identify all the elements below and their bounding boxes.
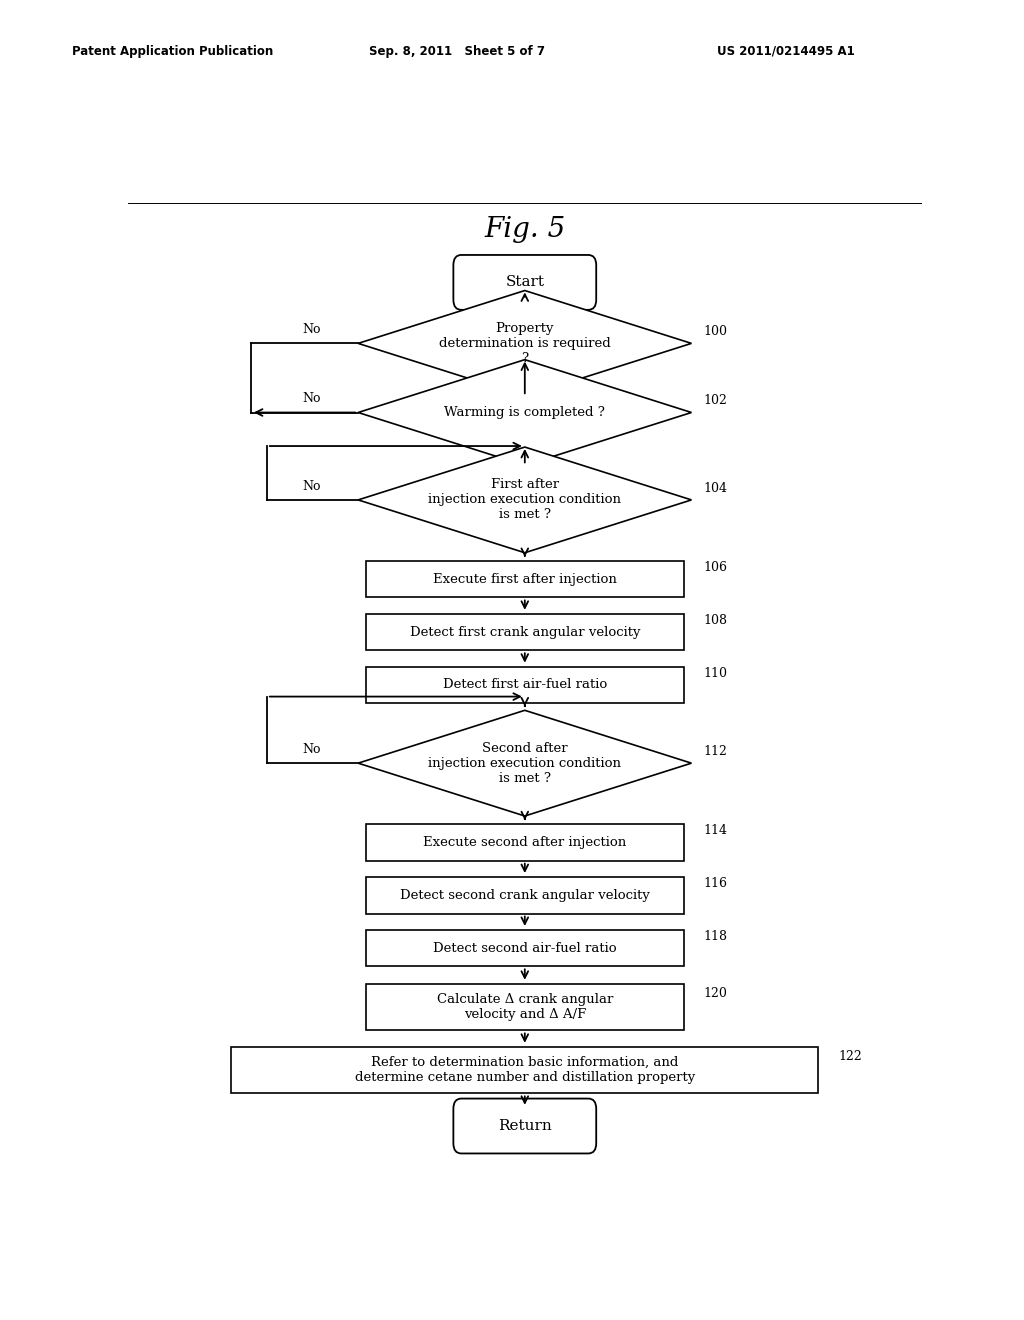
Text: Detect second crank angular velocity: Detect second crank angular velocity [399,888,650,902]
Text: 106: 106 [703,561,727,574]
Text: 120: 120 [703,987,727,1001]
Text: Sep. 8, 2011   Sheet 5 of 7: Sep. 8, 2011 Sheet 5 of 7 [369,45,545,58]
Text: Property
determination is required
?: Property determination is required ? [439,322,610,364]
Text: 102: 102 [703,395,727,408]
Bar [367,983,684,1031]
Text: Detect first air-fuel ratio: Detect first air-fuel ratio [442,678,607,692]
Text: 122: 122 [839,1049,862,1063]
Text: US 2011/0214495 A1: US 2011/0214495 A1 [717,45,855,58]
Text: Patent Application Publication: Patent Application Publication [72,45,273,58]
Polygon shape [358,290,691,396]
Text: Second after
injection execution condition
is met ?: Second after injection execution conditi… [428,742,622,784]
Text: 116: 116 [703,878,727,890]
Bar [367,876,684,913]
Text: Start: Start [505,276,545,289]
Text: Calculate Δ crank angular
velocity and Δ A/F: Calculate Δ crank angular velocity and Δ… [436,993,613,1022]
Text: 112: 112 [703,744,727,758]
Text: 114: 114 [703,824,727,837]
Text: 104: 104 [703,482,727,495]
Text: Yes: Yes [531,404,552,417]
Polygon shape [358,447,691,553]
Text: Yes: Yes [531,824,552,837]
Text: No: No [303,479,322,492]
Text: Execute second after injection: Execute second after injection [423,836,627,849]
Polygon shape [358,710,691,816]
Text: Refer to determination basic information, and
determine cetane number and distil: Refer to determination basic information… [354,1056,695,1084]
Bar [367,824,684,861]
Text: No: No [303,323,322,337]
Text: First after
injection execution condition
is met ?: First after injection execution conditio… [428,478,622,521]
Bar [367,929,684,966]
FancyBboxPatch shape [454,1098,596,1154]
Bar [231,1047,818,1093]
Text: Detect second air-fuel ratio: Detect second air-fuel ratio [433,941,616,954]
Text: Warming is completed ?: Warming is completed ? [444,407,605,418]
Text: No: No [303,392,322,405]
FancyBboxPatch shape [454,255,596,310]
Bar [367,614,684,651]
Text: 100: 100 [703,325,727,338]
Text: Return: Return [498,1119,552,1133]
Text: Execute first after injection: Execute first after injection [433,573,616,586]
Text: Fig. 5: Fig. 5 [484,216,565,243]
Bar [367,561,684,598]
Text: 118: 118 [703,931,727,942]
Text: 110: 110 [703,667,727,680]
Text: No: No [303,743,322,756]
Text: Yes: Yes [531,561,552,574]
Text: 108: 108 [703,614,727,627]
Text: Detect first crank angular velocity: Detect first crank angular velocity [410,626,640,639]
Text: Yes: Yes [531,474,552,487]
Polygon shape [358,359,691,466]
Bar [367,667,684,704]
